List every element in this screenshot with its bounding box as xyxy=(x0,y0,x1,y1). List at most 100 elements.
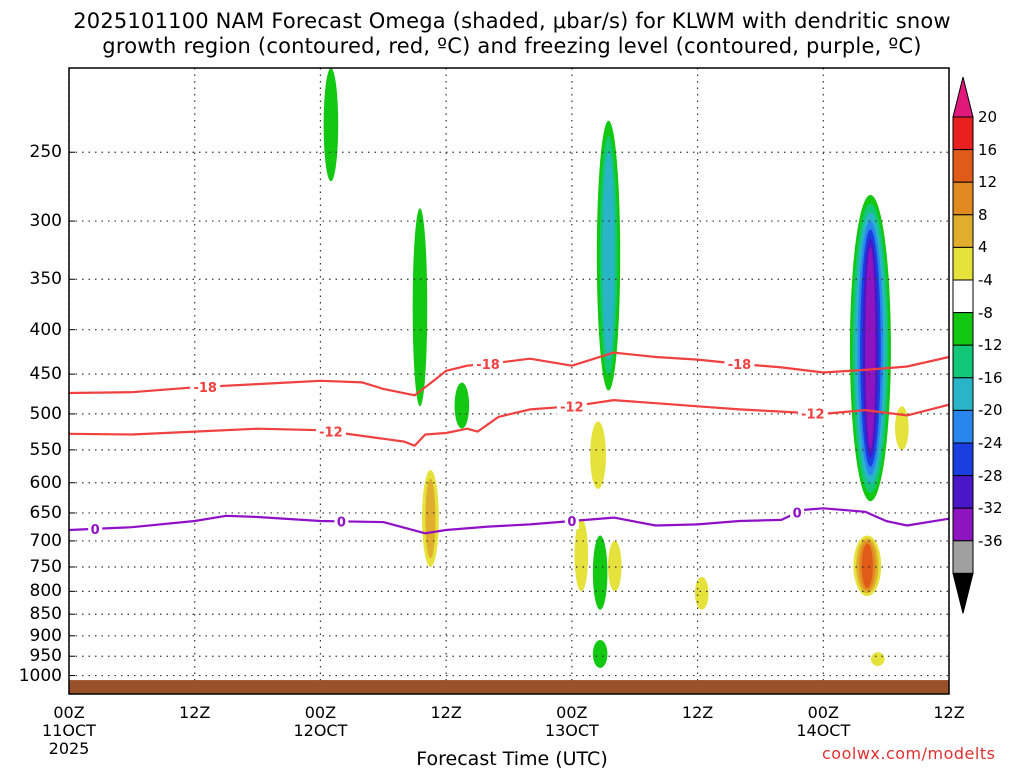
omega-shade-level xyxy=(592,535,608,610)
colorbar-tick-label: 8 xyxy=(978,205,988,224)
terrain-surface xyxy=(69,680,949,694)
date-tick-label: 12OCT xyxy=(293,721,348,740)
omega-shaded-region xyxy=(596,120,621,391)
colorbar-tick-label: 12 xyxy=(978,173,998,192)
contour-label-bg xyxy=(797,405,828,422)
contour-label: 0 xyxy=(567,515,576,530)
colorbar-tick-label: 16 xyxy=(978,140,998,159)
pressure-tick-label: 450 xyxy=(29,364,62,385)
omega-shade-level xyxy=(602,151,615,361)
chart-title-line-2: growth region (contoured, red, ºC) and f… xyxy=(102,34,922,58)
contour-label: 0 xyxy=(793,507,802,522)
omega-shade-level xyxy=(425,478,436,559)
colorbar-swatch xyxy=(952,540,974,574)
pressure-tick-label: 650 xyxy=(29,502,62,523)
contour-label-bg xyxy=(315,423,346,440)
pressure-tick-label: 400 xyxy=(29,319,62,340)
time-tick-label: 00Z xyxy=(556,703,588,722)
omega-shade-level xyxy=(895,406,909,450)
omega-shade-level xyxy=(323,68,339,182)
time-tick-label: 00Z xyxy=(53,703,85,722)
pressure-tick-label: 800 xyxy=(29,581,62,602)
colorbar-swatch xyxy=(952,409,974,444)
colorbar-tick-label: 20 xyxy=(978,108,998,126)
colorbar-swatch xyxy=(952,377,974,411)
contour-label: 0 xyxy=(337,515,346,530)
pressure-tick-label: 550 xyxy=(29,439,62,460)
contour-label: -18 xyxy=(728,358,752,373)
colorbar-swatch xyxy=(952,507,974,542)
omega-shaded-region xyxy=(608,540,622,592)
plot-frame xyxy=(68,67,950,695)
pressure-tick-label: 750 xyxy=(29,556,62,577)
pressure-tick-label: 350 xyxy=(29,269,62,290)
colorbar-swatch xyxy=(952,116,974,151)
omega-shade-level xyxy=(865,246,876,450)
date-tick-label: 13OCT xyxy=(544,721,599,740)
omega-shade-level xyxy=(861,543,873,588)
omega-shaded-region xyxy=(422,469,439,567)
contour-label-bg xyxy=(190,378,221,395)
contour-label: -12 xyxy=(560,400,584,415)
colorbar-tick-label: -12 xyxy=(978,336,1003,355)
contour-label-bg xyxy=(88,520,103,537)
colorbar-swatch xyxy=(952,442,974,477)
contour-layer: -18 -18 -18 -12 -12 -12 0 0 0 0 xyxy=(68,351,950,538)
omega-shaded-region xyxy=(592,535,608,610)
year-tick-label: 2025 xyxy=(48,739,90,758)
colorbar-swatch xyxy=(952,149,974,183)
plot-border xyxy=(68,67,950,695)
omega-shaded-region xyxy=(870,652,885,667)
contour-label: -12 xyxy=(319,426,343,441)
omega-shaded-region xyxy=(323,68,339,182)
colorbar-tick-label: 4 xyxy=(978,238,988,257)
ground-layer xyxy=(69,680,949,694)
contour-label-bg xyxy=(473,355,504,372)
omega-shaded-region xyxy=(412,208,428,407)
colorbar-tick-label: -8 xyxy=(978,303,993,322)
pressure-tick-label: 700 xyxy=(29,530,62,551)
contour-line xyxy=(68,507,950,535)
omega-shade-level xyxy=(574,518,589,592)
time-tick-label: 12Z xyxy=(179,703,211,722)
colorbar-tick-label: -4 xyxy=(978,271,993,289)
colorbar-swatch xyxy=(952,214,974,248)
date-tick-label: 11OCT xyxy=(42,721,96,740)
time-tick-label: 00Z xyxy=(807,703,839,722)
omega-shading-layer xyxy=(323,68,909,668)
omega-shade-level xyxy=(412,208,428,407)
omega-shaded-region xyxy=(590,421,606,489)
contour-label: 0 xyxy=(91,523,100,538)
colorbar-top-arrow xyxy=(952,76,974,118)
contour-label-bg xyxy=(334,513,349,530)
omega-shaded-region xyxy=(895,406,909,450)
omega-shade-level xyxy=(592,639,608,668)
pressure-tick-label: 950 xyxy=(29,646,62,667)
credit-link[interactable]: coolwx.com/modelts xyxy=(822,744,996,763)
colorbar-tick-label: -16 xyxy=(978,368,1003,387)
omega-shade-level xyxy=(608,540,622,592)
omega-colorbar xyxy=(952,76,974,614)
omega-shade-level xyxy=(454,382,470,429)
contour-label: -12 xyxy=(801,407,825,422)
omega-shaded-region xyxy=(592,639,608,668)
omega-shaded-region xyxy=(694,576,709,610)
time-tick-label: 12Z xyxy=(681,703,714,722)
omega-shaded-region xyxy=(853,535,882,597)
colorbar-bottom-arrow xyxy=(952,572,974,614)
colorbar-tick-label: -32 xyxy=(978,499,1003,518)
contour-label-bg xyxy=(724,355,755,372)
contour-label: -18 xyxy=(193,381,217,396)
pressure-tick-label: 900 xyxy=(29,625,62,646)
colorbar-tick-label: -28 xyxy=(978,466,1003,485)
contour-label-bg xyxy=(564,513,579,530)
omega-shaded-region xyxy=(454,382,470,429)
colorbar-swatch xyxy=(952,344,974,379)
contour-label-bg xyxy=(556,398,587,415)
colorbar-swatch xyxy=(952,475,974,509)
omega-shade-level xyxy=(870,652,885,667)
omega-shaded-region xyxy=(574,518,589,592)
pressure-tick-label: 300 xyxy=(29,211,62,232)
colorbar-swatch xyxy=(952,312,974,346)
